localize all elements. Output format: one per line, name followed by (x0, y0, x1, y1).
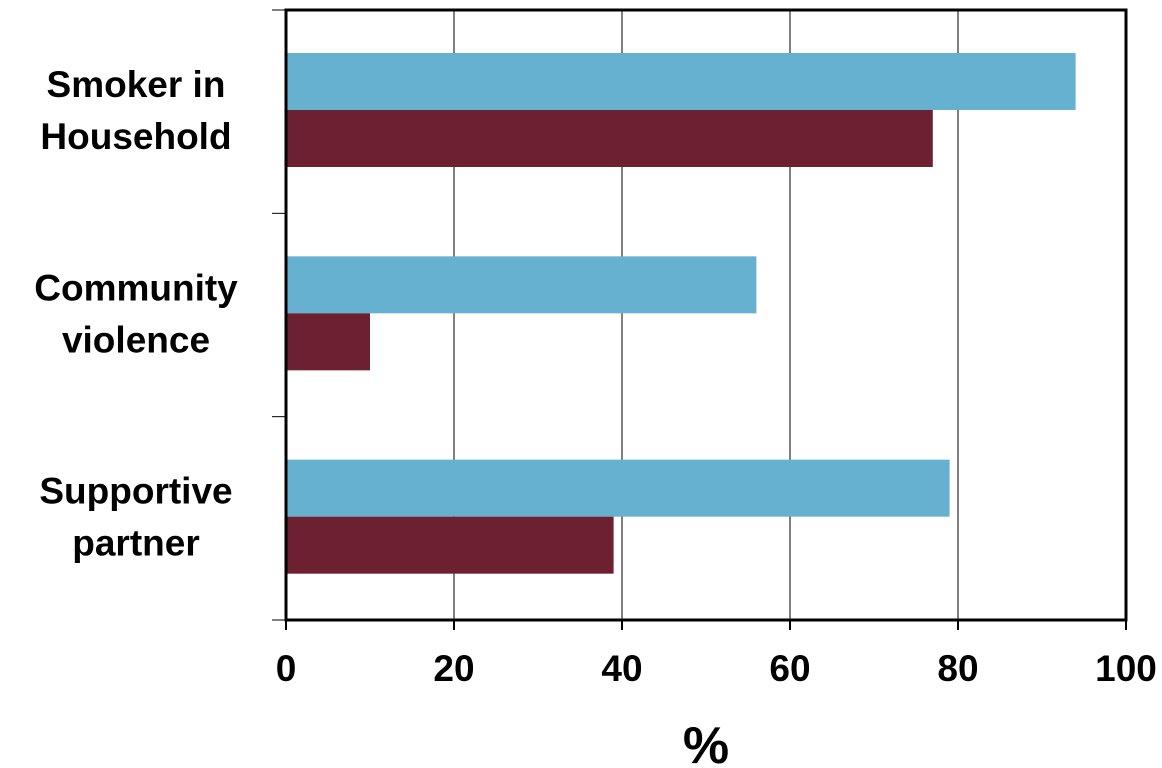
category-label-0-line1: Household (40, 116, 231, 157)
category-label-2-line1: partner (72, 523, 199, 564)
category-label-0-line0: Smoker in (47, 64, 226, 105)
category-label-1-line0: Community (34, 267, 238, 308)
x-tick-labels: 0 20 40 60 80 100 (276, 648, 1157, 689)
bars (286, 53, 1076, 574)
bar-cat0-series0 (286, 53, 1076, 110)
x-tick-label-0: 0 (276, 648, 297, 689)
category-labels: Smoker in Household Community violence Suppo… (34, 64, 238, 564)
bar-cat0-series1 (286, 110, 933, 167)
bar-cat1-series1 (286, 313, 370, 371)
bar-cat2-series1 (286, 516, 614, 574)
category-label-2-line0: Supportive (39, 471, 232, 512)
x-tick-label-40: 40 (601, 648, 642, 689)
x-tick-label-60: 60 (769, 648, 810, 689)
bar-cat2-series0 (286, 459, 950, 517)
plot-area-frame (284, 8, 1128, 622)
x-tick-label-100: 100 (1095, 648, 1157, 689)
bar-cat1-series0 (286, 256, 757, 314)
x-tick-label-80: 80 (937, 648, 978, 689)
x-axis-title: % (683, 717, 729, 768)
x-tick-label-20: 20 (433, 648, 474, 689)
category-label-1-line1: violence (62, 319, 210, 360)
axis-ticks (272, 9, 1127, 630)
